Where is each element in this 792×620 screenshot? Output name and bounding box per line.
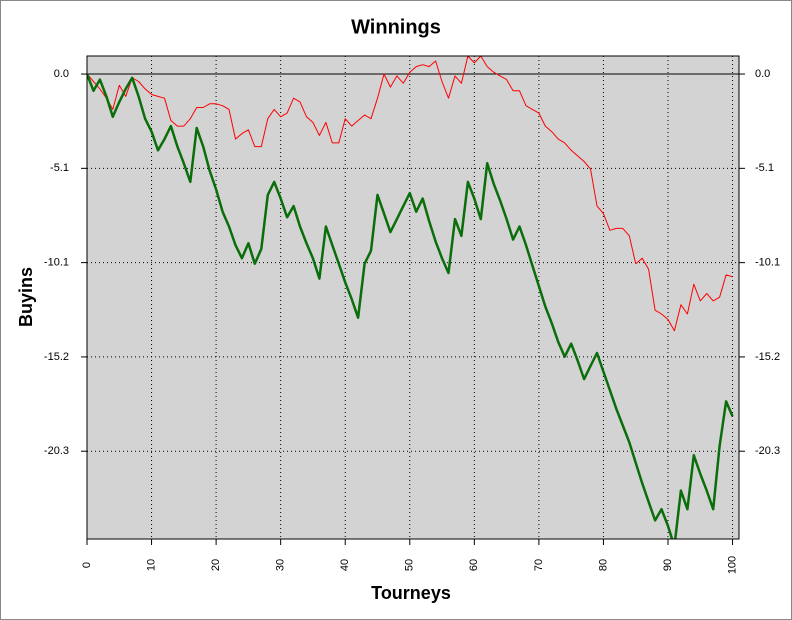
x-tick-label: 10 bbox=[145, 559, 157, 571]
chart-title: Winnings bbox=[351, 16, 441, 38]
series-line bbox=[87, 73, 734, 539]
x-tick-label: 40 bbox=[339, 559, 351, 571]
plot-frame bbox=[86, 55, 740, 540]
y2-tick-label: -20.3 bbox=[755, 445, 780, 457]
plot-area bbox=[87, 56, 739, 539]
series-line bbox=[87, 56, 733, 332]
y2-tick-label: -10.1 bbox=[755, 257, 780, 269]
x-tick-label: 60 bbox=[468, 559, 480, 571]
x-tick-label: 90 bbox=[662, 559, 674, 571]
y-axis-label: Buyins bbox=[16, 267, 36, 327]
x-tick-label: 80 bbox=[597, 559, 609, 571]
y2-tick-label: -15.2 bbox=[755, 351, 780, 363]
y2-tick-label: -5.1 bbox=[755, 162, 774, 174]
x-tick-label: 0 bbox=[81, 562, 93, 568]
x-tick-label: 50 bbox=[404, 559, 416, 571]
x-axis-label: Tourneys bbox=[371, 583, 451, 603]
x-tick-label: 100 bbox=[726, 556, 738, 574]
x-tick-label: 20 bbox=[210, 559, 222, 571]
x-tick-label: 70 bbox=[533, 559, 545, 571]
series-group bbox=[87, 56, 734, 539]
y-tick-label: -15.2 bbox=[44, 351, 69, 363]
x-tick-label: 30 bbox=[275, 559, 287, 571]
y-tick-label: -5.1 bbox=[50, 162, 69, 174]
y-tick-label: -10.1 bbox=[44, 257, 69, 269]
y2-tick-label: 0.0 bbox=[755, 68, 770, 80]
y-tick-label: -20.3 bbox=[44, 445, 69, 457]
y-tick-label: 0.0 bbox=[54, 68, 69, 80]
